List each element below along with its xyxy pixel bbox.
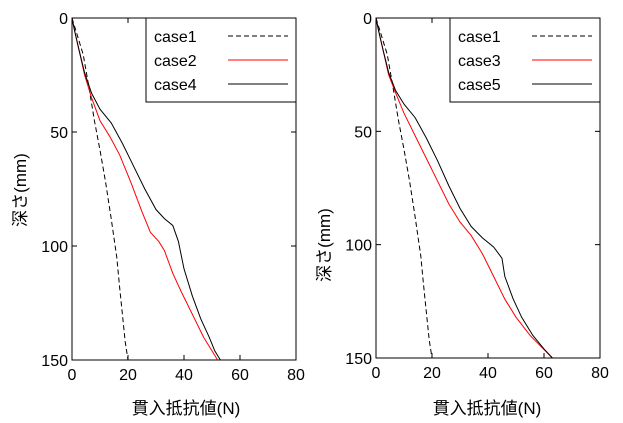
legend-label: case5 xyxy=(458,77,501,94)
y-tick-label: 100 xyxy=(345,238,372,255)
y-tick-label: 0 xyxy=(363,11,372,28)
x-tick-label: 40 xyxy=(479,365,497,382)
x-tick-label: 80 xyxy=(287,367,305,384)
series-line-case4 xyxy=(71,17,221,361)
series-line-case1 xyxy=(375,17,433,359)
x-tick-label: 0 xyxy=(372,365,381,382)
y-tick-label: 50 xyxy=(354,124,372,141)
y-axis-label: 深さ(mm) xyxy=(11,153,30,227)
y-tick-label: 150 xyxy=(41,353,68,370)
x-tick-label: 20 xyxy=(119,367,137,384)
x-tick-label: 60 xyxy=(535,365,553,382)
y-tick-label: 50 xyxy=(50,125,68,142)
series-line-case3 xyxy=(375,17,553,359)
series-line-case1 xyxy=(71,17,129,361)
series-line-case2 xyxy=(71,17,219,361)
x-tick-label: 20 xyxy=(423,365,441,382)
y-tick-label: 0 xyxy=(59,11,68,28)
legend-label: case2 xyxy=(154,53,197,70)
y-axis-label: 深さ(mm) xyxy=(315,208,334,282)
x-tick-label: 60 xyxy=(231,367,249,384)
chart-panel-1: 0 20 40 60 80 0 50 100 150 貫入抵抗値(N) 深さ(mm) case1 cas… xyxy=(11,11,305,418)
series-line-case5 xyxy=(375,17,553,359)
x-tick-label: 40 xyxy=(175,367,193,384)
chart-panel-2: 0 20 40 60 80 0 50 100 150 貫入抵抗値(N) 深さ(mm) case1 cas… xyxy=(315,11,609,418)
y-tick-label: 150 xyxy=(345,351,372,368)
x-tick-label: 80 xyxy=(591,365,609,382)
y-tick-label: 100 xyxy=(41,239,68,256)
legend-label: case1 xyxy=(458,29,501,46)
legend-label: case4 xyxy=(154,77,197,94)
legend-label: case3 xyxy=(458,53,501,70)
x-axis-label: 貫入抵抗値(N) xyxy=(433,399,542,418)
legend-label: case1 xyxy=(154,29,197,46)
x-tick-label: 0 xyxy=(68,367,77,384)
x-axis-label: 貫入抵抗値(N) xyxy=(132,399,241,418)
